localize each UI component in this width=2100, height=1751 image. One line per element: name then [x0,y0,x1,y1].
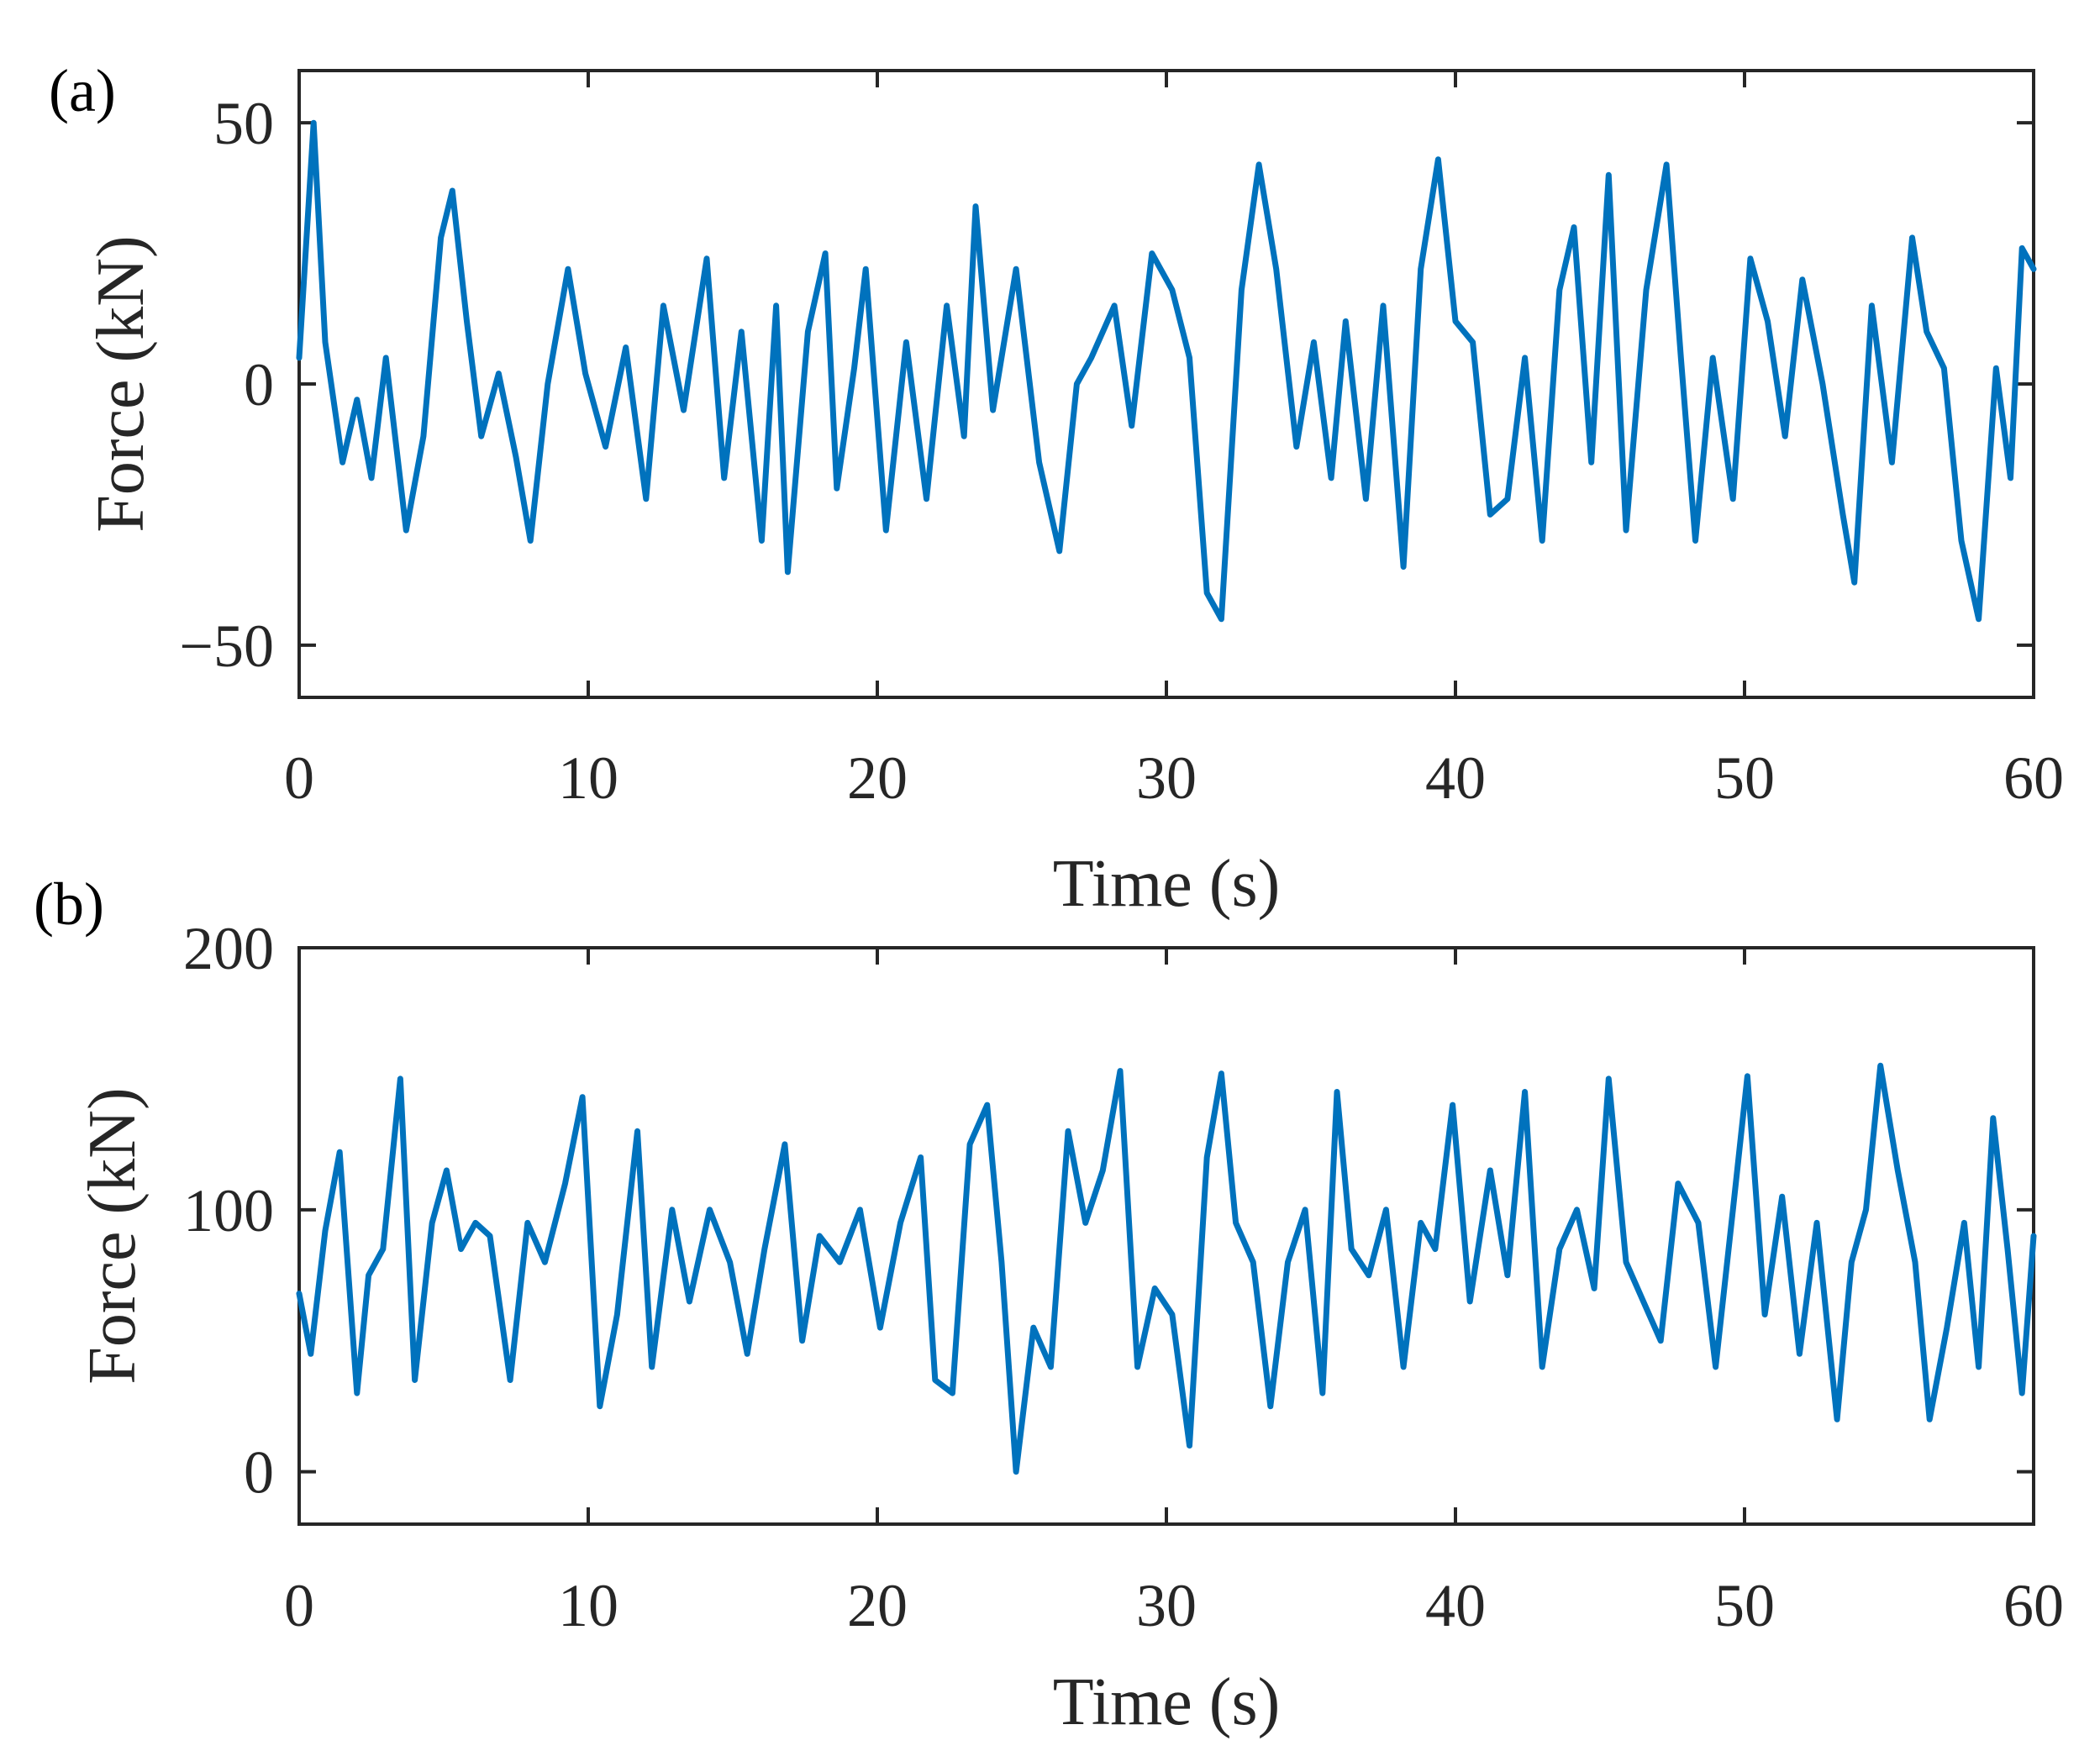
x-tick-label: 10 [558,744,618,812]
x-tick-label: 60 [2003,1572,2064,1639]
series-line [296,1062,2037,1475]
x-tick-label: 0 [284,1572,314,1639]
chart-panel-b: 0 10 20 30 40 50 60 0 100 200 Time (s) Force (kN) (b… [34,870,2064,1739]
x-tick-label: 30 [1136,744,1197,812]
y-tick-label: 100 [183,1177,274,1244]
x-tick-label: 0 [284,744,314,812]
y-tick-label: 50 [213,90,274,157]
y-tick-label: 0 [244,1439,274,1506]
x-tick-label: 40 [1425,1572,1486,1639]
y-tick-label: 0 [244,351,274,418]
y-axis-label: Force (kN) [76,1087,150,1384]
x-axis-label: Time (s) [1053,847,1280,921]
x-tick-label: 10 [558,1572,618,1639]
x-tick-label: 40 [1425,744,1486,812]
x-tick-label: 20 [847,744,908,812]
x-tick-label: 30 [1136,1572,1197,1639]
series-line [296,119,2037,623]
x-tick-label: 50 [1714,1572,1775,1639]
x-tick-label: 20 [847,1572,908,1639]
panel-label: (b) [34,870,104,938]
x-tick-label: 60 [2003,744,2064,812]
y-axis-label: Force (kN) [84,235,158,532]
y-tick-label: −50 [179,613,274,680]
plot-area-frame [297,69,2035,699]
x-axis-label: Time (s) [1053,1665,1280,1739]
panel-label: (a) [49,57,116,124]
y-tick-label: 200 [183,915,274,982]
x-tick-label: 50 [1714,744,1775,812]
